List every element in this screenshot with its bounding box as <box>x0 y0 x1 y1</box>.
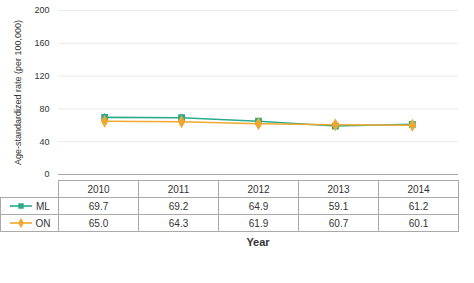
svg-text:120: 120 <box>34 71 49 81</box>
svg-text:160: 160 <box>34 38 49 48</box>
html-text:61.2: 61.2 <box>408 200 429 212</box>
html-text:2010: 2010 <box>87 183 110 195</box>
svg-text:Age-standardized rate (per 100: Age-standardized rate (per 100,000) <box>13 20 23 165</box>
html-text:2014: 2014 <box>407 183 430 195</box>
html-text:69.2: 69.2 <box>168 200 189 212</box>
html-text:60.1: 60.1 <box>408 217 429 229</box>
html-text:2011: 2011 <box>167 183 190 195</box>
html-text:64.3: 64.3 <box>168 217 189 229</box>
html-text:64.9: 64.9 <box>248 200 269 212</box>
html-text:69.7: 69.7 <box>88 200 109 212</box>
svg-text:0: 0 <box>44 169 49 179</box>
html-text:ON: ON <box>32 217 51 229</box>
html-text:Year: Year <box>246 236 270 248</box>
html-text:65.0: 65.0 <box>88 217 109 229</box>
html-text:ML: ML <box>33 200 50 212</box>
html-text:2012: 2012 <box>247 183 270 195</box>
svg-text:80: 80 <box>39 104 49 114</box>
html-text:59.1: 59.1 <box>328 200 349 212</box>
html-text:60.7: 60.7 <box>328 217 349 229</box>
svg-text:200: 200 <box>34 5 49 15</box>
svg-text:40: 40 <box>39 137 49 147</box>
html-text:61.9: 61.9 <box>248 217 269 229</box>
html-text:2013: 2013 <box>327 183 350 195</box>
